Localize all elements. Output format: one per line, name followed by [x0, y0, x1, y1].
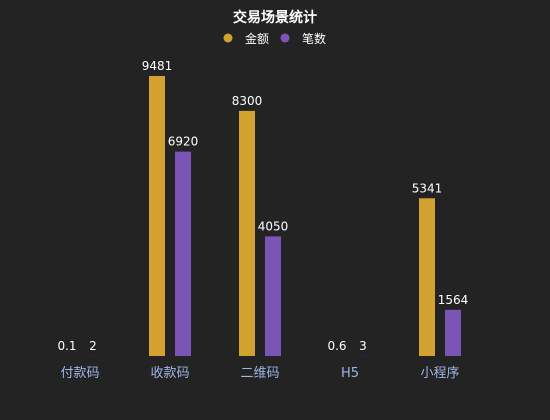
bar-count-1[interactable]	[175, 151, 191, 356]
bar-amount-2[interactable]	[239, 110, 255, 356]
value-label-count-2: 4050	[258, 219, 289, 233]
bar-count-4[interactable]	[445, 309, 461, 356]
value-label-amount-2: 8300	[232, 94, 263, 108]
category-label-4: 小程序	[420, 366, 459, 381]
legend-label-amount: 金额	[245, 31, 269, 46]
chart-title: 交易场景统计	[233, 9, 317, 26]
value-label-amount-4: 5341	[412, 181, 443, 195]
category-labels-layer: 付款码 收款码 二维码 H5 小程序	[60, 366, 459, 381]
value-label-count-4: 1564	[438, 293, 469, 307]
bars-layer	[59, 76, 461, 356]
value-label-count-3: 3	[359, 339, 367, 353]
legend-marker-amount	[223, 33, 233, 43]
bar-count-2[interactable]	[265, 236, 281, 356]
category-label-3: H5	[341, 366, 359, 381]
value-label-amount-3: 0.6	[327, 339, 346, 353]
legend-item-amount[interactable]: 金额	[223, 31, 270, 46]
bar-amount-4[interactable]	[419, 198, 435, 356]
value-label-count-1: 6920	[168, 135, 199, 149]
category-label-1: 收款码	[150, 366, 189, 381]
category-label-0: 付款码	[60, 366, 99, 381]
category-label-2: 二维码	[240, 366, 279, 381]
value-label-count-0: 2	[89, 339, 97, 353]
value-label-amount-0: 0.1	[57, 339, 76, 353]
legend-label-count: 笔数	[302, 31, 326, 46]
legend: 金额 笔数	[223, 31, 327, 46]
bar-amount-1[interactable]	[149, 76, 165, 356]
legend-marker-count	[280, 33, 290, 43]
value-label-amount-1: 9481	[142, 59, 173, 73]
legend-item-count[interactable]: 笔数	[280, 31, 327, 46]
value-labels-layer: 0.1 2 9481 6920 8300 4050 0.6 3 5341 1564	[57, 59, 468, 353]
